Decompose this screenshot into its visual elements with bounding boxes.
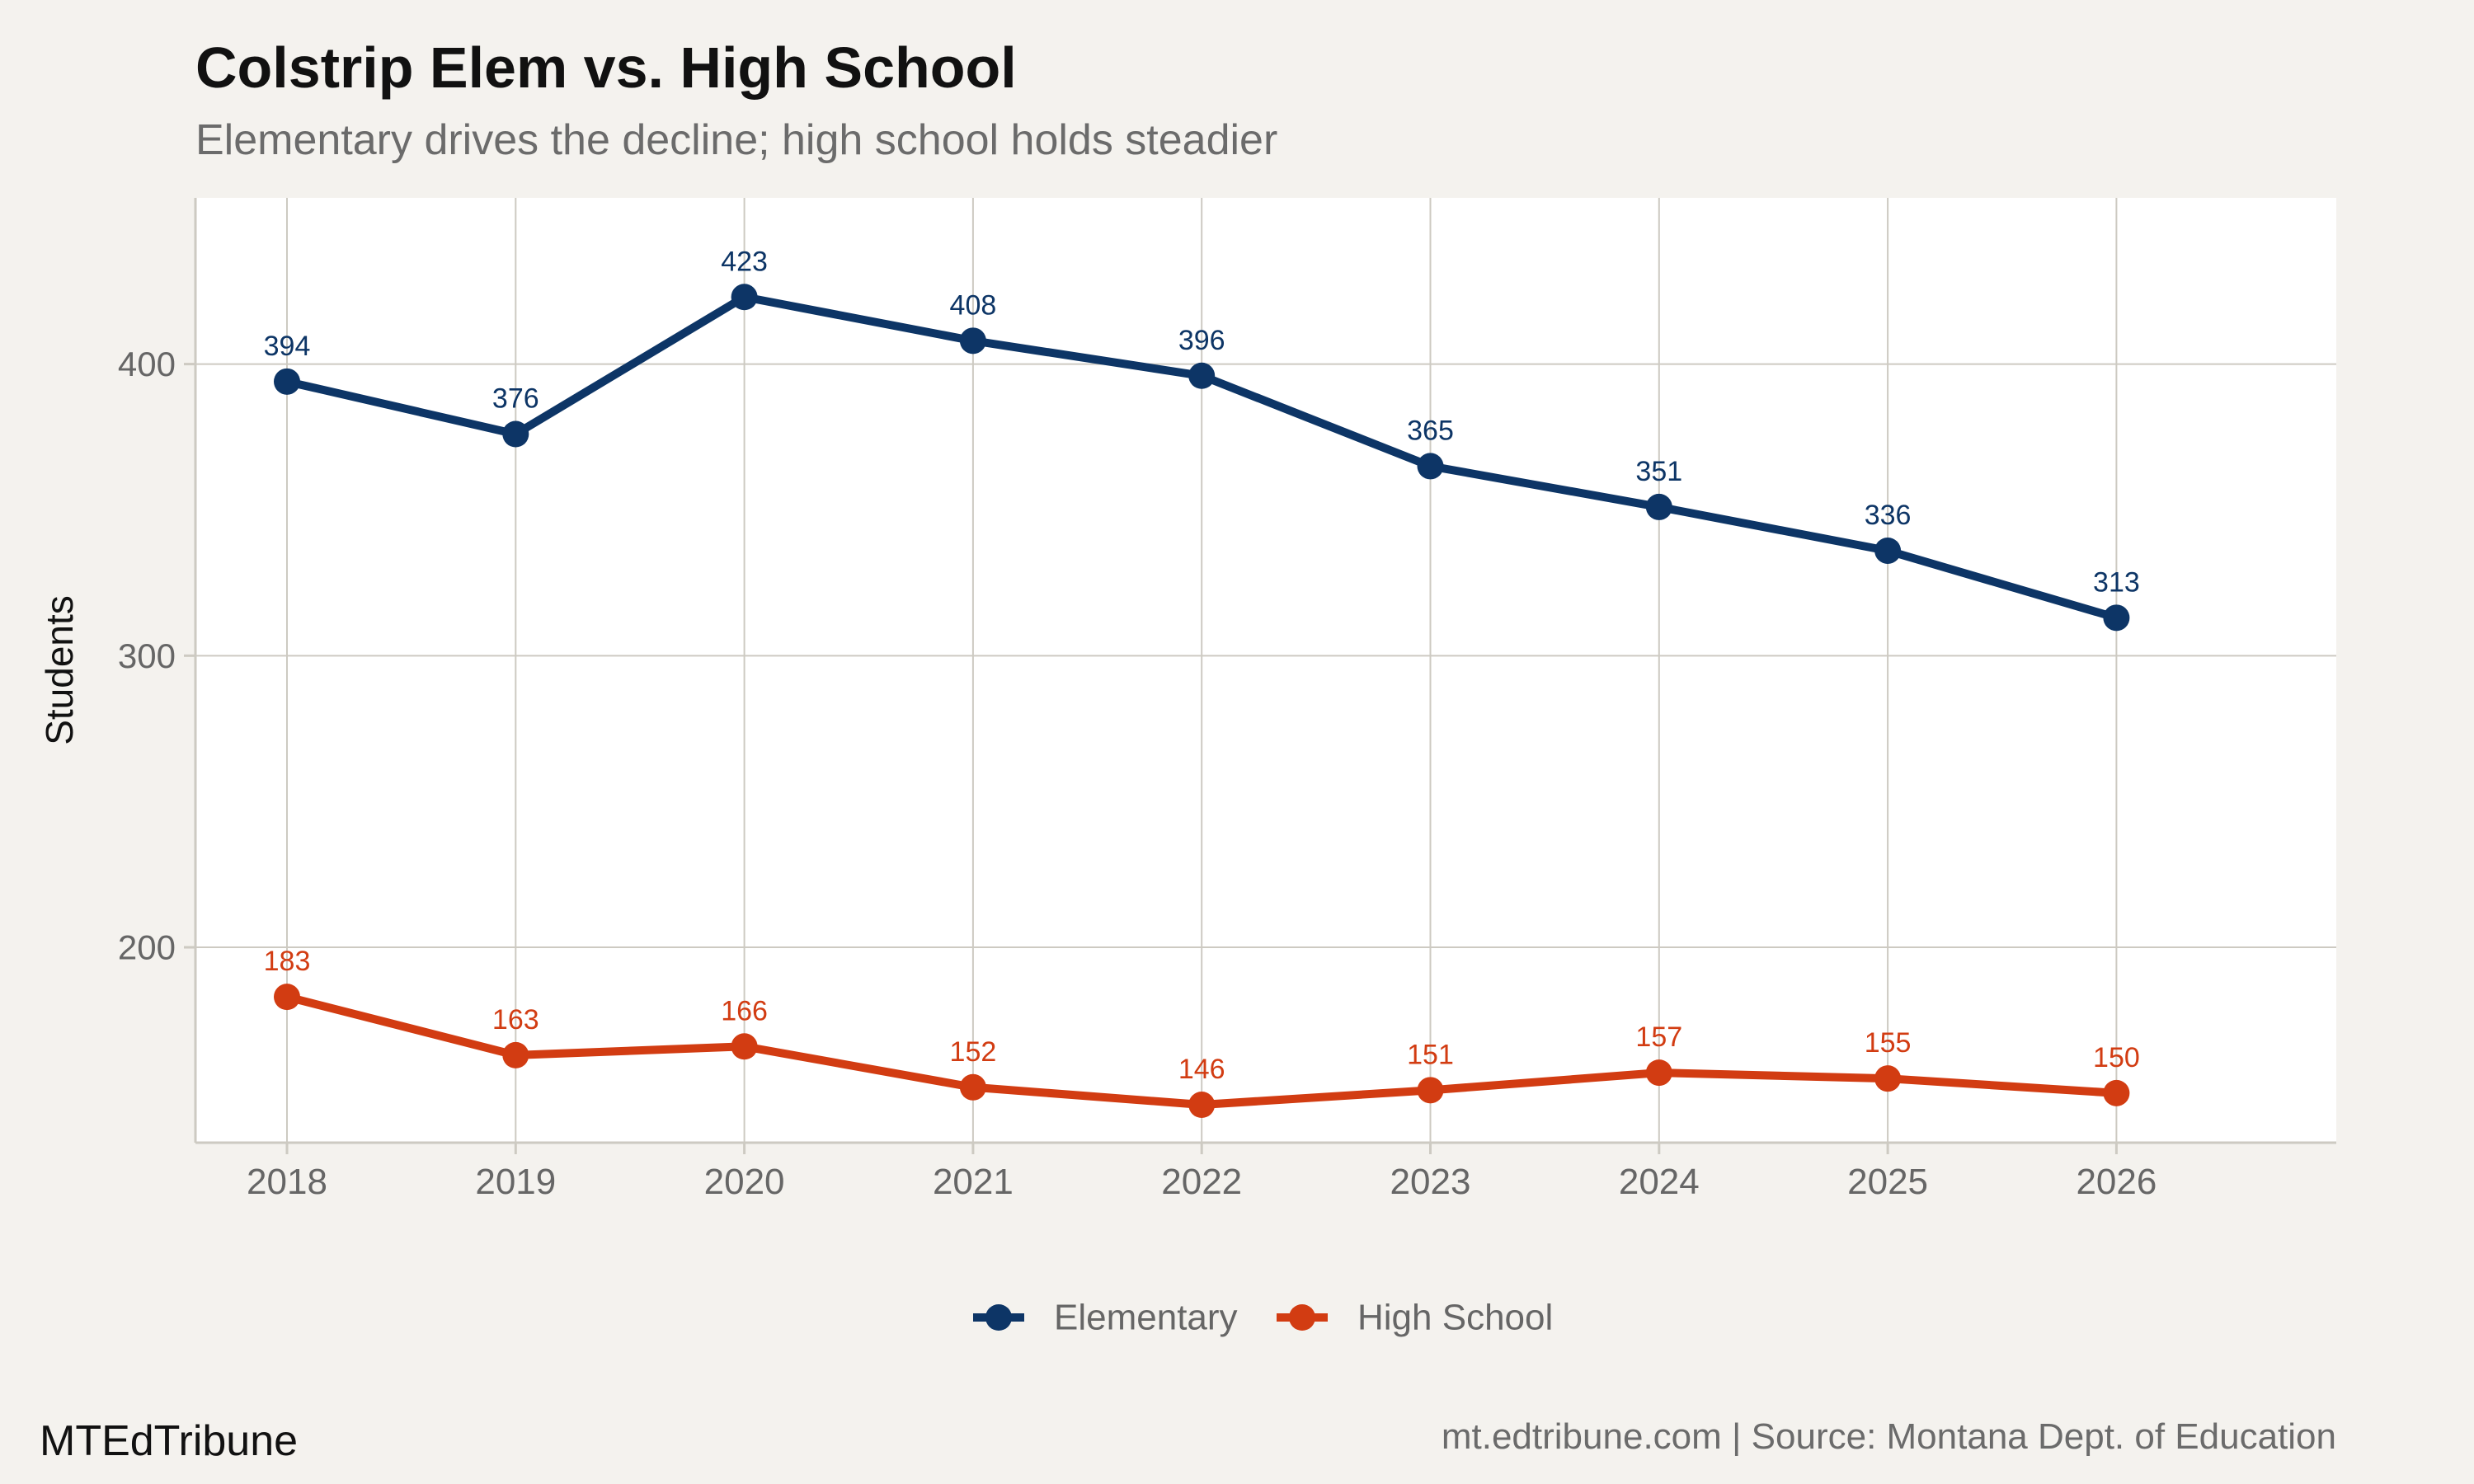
data-point-elementary xyxy=(1417,453,1444,480)
data-point-high-school xyxy=(502,1041,529,1068)
data-point-elementary xyxy=(1874,537,1902,564)
footer-brand: MTEdTribune xyxy=(40,1417,299,1465)
data-label-high-school: 151 xyxy=(1407,1039,1454,1070)
data-point-high-school xyxy=(731,1033,758,1060)
data-point-elementary xyxy=(731,284,758,311)
data-point-elementary xyxy=(1188,362,1216,389)
grid-layer xyxy=(195,198,2336,1143)
x-tick-label: 2024 xyxy=(1619,1162,1700,1202)
data-label-high-school: 155 xyxy=(1865,1027,1912,1059)
data-point-elementary xyxy=(1645,493,1672,520)
data-label-elementary: 351 xyxy=(1635,456,1682,487)
y-tick-label: 400 xyxy=(118,345,176,383)
data-point-high-school xyxy=(1417,1077,1444,1104)
data-label-elementary: 408 xyxy=(950,289,997,321)
x-tick-label: 2020 xyxy=(704,1162,785,1202)
x-tick-label: 2025 xyxy=(1847,1162,1928,1202)
legend: Elementary High School xyxy=(973,1298,1553,1338)
data-point-elementary xyxy=(959,327,986,355)
x-tick-label: 2022 xyxy=(1161,1162,1242,1202)
y-axis-title: Students xyxy=(38,595,81,745)
legend-label: High School xyxy=(1357,1298,1553,1338)
data-label-high-school: 157 xyxy=(1635,1021,1682,1053)
data-label-high-school: 183 xyxy=(264,946,311,977)
legend-swatch-point xyxy=(1289,1304,1315,1331)
data-label-elementary: 313 xyxy=(2093,566,2140,598)
data-label-high-school: 146 xyxy=(1178,1054,1225,1085)
legend-item-high-school: High School xyxy=(1277,1298,1553,1338)
x-tick-label: 2023 xyxy=(1390,1162,1471,1202)
data-label-elementary: 376 xyxy=(492,383,539,415)
series-elementary: 394 376 423 408 396 365 351 336 313 xyxy=(264,246,2140,632)
data-label-high-school: 152 xyxy=(950,1036,997,1068)
x-tick-label: 2019 xyxy=(475,1162,556,1202)
plot-panel xyxy=(195,198,2336,1143)
legend-swatch-point xyxy=(985,1304,1012,1331)
data-label-elementary: 394 xyxy=(264,331,311,362)
data-label-high-school: 150 xyxy=(2093,1042,2140,1073)
chart-subtitle: Elementary drives the decline; high scho… xyxy=(195,116,1278,164)
footer-source: mt.edtribune.com | Source: Montana Dept.… xyxy=(1441,1416,2336,1457)
data-point-high-school xyxy=(2103,1079,2130,1106)
data-label-elementary: 365 xyxy=(1407,415,1454,446)
y-tick-label: 300 xyxy=(118,636,176,675)
data-point-high-school xyxy=(274,984,300,1011)
data-label-elementary: 396 xyxy=(1178,325,1225,356)
data-label-high-school: 163 xyxy=(492,1004,539,1036)
data-label-high-school: 166 xyxy=(721,995,768,1026)
x-tick-label: 2021 xyxy=(933,1162,1014,1202)
series-high-school: 183 163 166 152 146 151 157 155 150 xyxy=(264,946,2140,1119)
axis-layer: 200 300 400 2018 2019 2020 2021 2022 2023 2024 202… xyxy=(118,198,2336,1202)
data-point-high-school xyxy=(1188,1092,1216,1119)
legend-label: Elementary xyxy=(1054,1298,1238,1338)
data-point-high-school xyxy=(1874,1065,1902,1092)
data-label-elementary: 423 xyxy=(721,246,768,277)
data-point-high-school xyxy=(1645,1059,1672,1087)
data-label-elementary: 336 xyxy=(1865,500,1912,531)
x-tick-label: 2026 xyxy=(2076,1162,2157,1202)
data-point-elementary xyxy=(274,368,300,395)
data-point-high-school xyxy=(959,1073,986,1101)
legend-item-elementary: Elementary xyxy=(973,1298,1238,1338)
chart-title: Colstrip Elem vs. High School xyxy=(195,35,1017,100)
data-point-elementary xyxy=(502,420,529,448)
data-point-elementary xyxy=(2103,604,2130,632)
x-tick-label: 2018 xyxy=(247,1162,327,1202)
y-tick-label: 200 xyxy=(118,928,176,967)
